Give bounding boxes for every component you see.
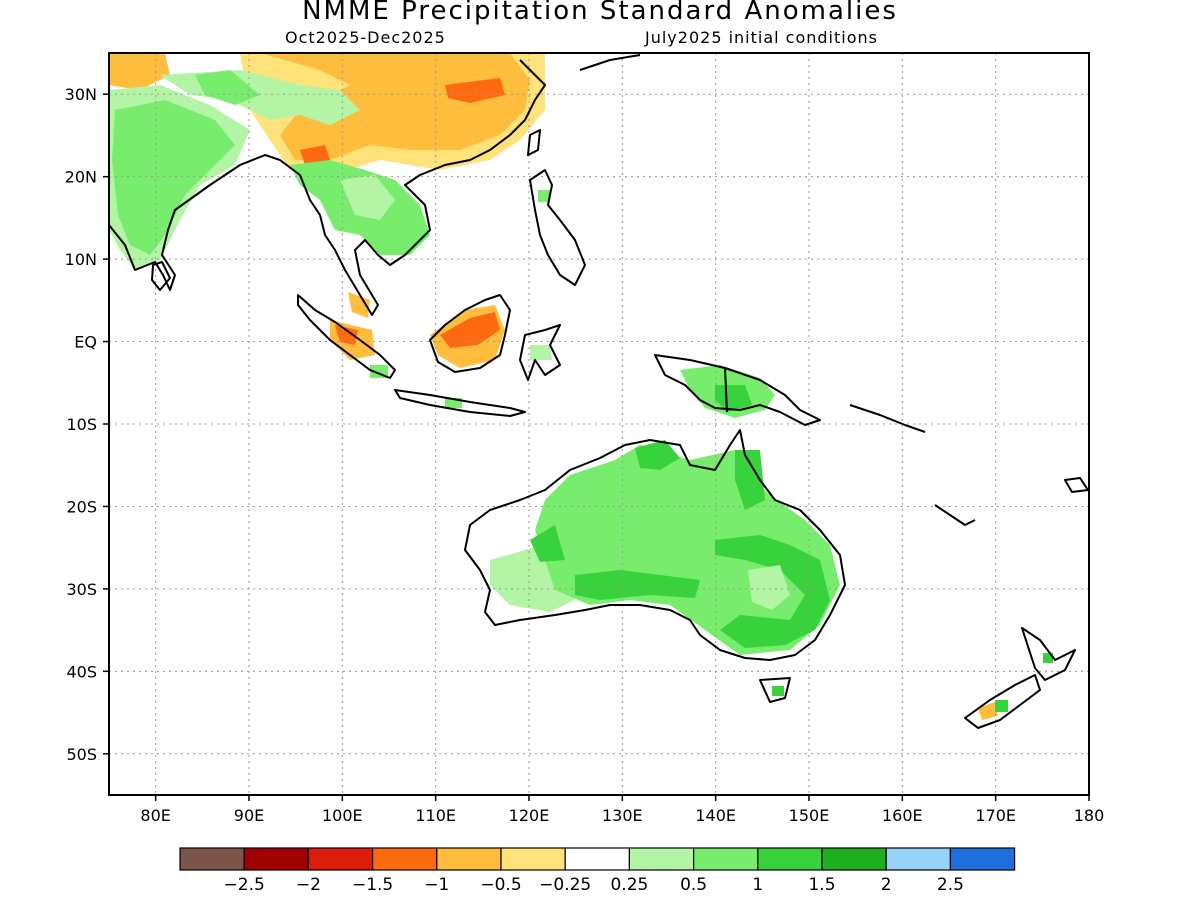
map-gridlines: [109, 53, 1089, 795]
lon-label: 100E: [322, 806, 363, 825]
lon-label: 170E: [975, 806, 1016, 825]
colorbar-swatch: [692, 847, 759, 871]
coastlines: [109, 54, 1089, 729]
colorbar-label: 2.5: [937, 875, 964, 895]
australia-wet-light-e: [748, 565, 790, 610]
japan-coast: [579, 54, 641, 71]
new-guinea-wet-core: [715, 385, 752, 412]
lat-label: 30N: [65, 85, 97, 104]
map-title: NMME Precipitation Standard Anomalies: [302, 0, 898, 26]
colorbar-swatch: [628, 847, 695, 871]
colorbar-labels: −2.5 −2 −1.5 −1 −0.5 −0.25 0.25 0.5 1 1.5 2 2.5: [224, 875, 964, 895]
sumatra-strong-dry: [335, 325, 358, 345]
asia-mainland-coast: [109, 59, 546, 316]
colorbar-swatch: [372, 847, 438, 871]
colorbar-label: −1: [424, 875, 449, 895]
china-strong-dry: [445, 78, 505, 103]
tasmania-wet: [772, 686, 784, 696]
lon-label: 120E: [509, 806, 550, 825]
colorbar-label: 2: [881, 875, 892, 895]
longitude-labels: 80E 90E 100E 110E 120E 130E 140E 150E 160E 170E 18…: [140, 795, 1104, 825]
colorbar-swatch: [243, 847, 309, 871]
lon-label: 130E: [602, 806, 643, 825]
anomaly-shading: [109, 53, 1053, 720]
lat-label: 40S: [66, 662, 97, 681]
colorbar-swatch: [757, 847, 823, 871]
new-guinea-coast: [654, 354, 821, 426]
malaya-dry: [348, 292, 370, 318]
colorbar-label: 0.5: [680, 875, 707, 895]
colorbar-swatch: [307, 847, 374, 871]
colorbar-label: −1.5: [352, 875, 393, 895]
lat-label: 20N: [65, 168, 97, 187]
nz-north-coast: [1021, 627, 1076, 681]
nz-south-dry: [978, 702, 998, 720]
nz-south-wet: [995, 700, 1008, 712]
lon-label: 80E: [140, 806, 170, 825]
lat-label: 50S: [66, 745, 97, 764]
philippines-wet: [538, 190, 550, 202]
latitude-labels: 30N 20N 10N EQ 10S 20S 30S 40S 50S: [65, 85, 109, 764]
australia-wet-core-n: [635, 440, 680, 470]
lon-label: 150E: [789, 806, 830, 825]
colorbar-swatch: [500, 847, 566, 871]
china-strong-dry-2: [300, 145, 330, 165]
china-dry-anomaly-core: [260, 53, 530, 160]
colorbar-swatch: [564, 847, 631, 871]
indochina-wet-light: [340, 175, 395, 220]
vanuatu-islands: [934, 504, 976, 526]
tasmania-coast: [759, 677, 791, 703]
sri-lanka-coast: [151, 261, 171, 291]
map-frame: [108, 52, 1090, 796]
borneo-strong-dry: [440, 312, 500, 348]
philippines-coast: [529, 169, 586, 286]
colorbar-label: −0.25: [539, 875, 591, 895]
australia-wet-core-east: [715, 535, 830, 648]
colorbar-label: −2.5: [224, 875, 265, 895]
lat-label: 30S: [66, 580, 97, 599]
australia-wet-core-central: [575, 570, 700, 600]
colorbar-swatch: [821, 847, 887, 871]
java-coast: [394, 389, 526, 417]
taiwan-coast: [527, 129, 541, 156]
tibet-wet: [195, 70, 260, 105]
colorbar-label: −2: [296, 875, 321, 895]
sumatra-coast: [297, 294, 396, 379]
colorbar: [179, 847, 1016, 871]
lat-label: 20S: [66, 497, 97, 516]
initial-conditions: July2025 initial conditions: [645, 28, 878, 47]
lat-label: 10N: [65, 250, 97, 269]
forecast-period: Oct2025-Dec2025: [285, 28, 446, 47]
colorbar-swatch: [949, 847, 1016, 871]
colorbar-label: 1: [752, 875, 763, 895]
australia-coast: [464, 429, 846, 661]
fiji-islands: [1064, 477, 1089, 493]
colorbar-swatch: [436, 847, 502, 871]
lon-label: 180: [1074, 806, 1105, 825]
colorbar-swatch: [885, 847, 952, 871]
australia-wet-core-ne: [735, 450, 765, 510]
colorbar-label: 0.25: [610, 875, 648, 895]
colorbar-label: −0.5: [480, 875, 521, 895]
lon-label: 140E: [695, 806, 736, 825]
colorbar-swatch: [179, 847, 245, 871]
lon-label: 110E: [415, 806, 456, 825]
lat-label: 10S: [66, 415, 97, 434]
borneo-coast: [429, 294, 511, 373]
nz-south-coast: [964, 674, 1041, 729]
india-wet-core: [112, 100, 235, 255]
lon-label: 90E: [234, 806, 264, 825]
png-border: [724, 367, 728, 413]
colorbar-label: 1.5: [808, 875, 835, 895]
lat-label: EQ: [74, 333, 97, 352]
nw-dry: [109, 53, 170, 90]
australia-wet-sw-core: [530, 525, 565, 562]
solomon-islands: [849, 404, 926, 433]
sulawesi-coast: [519, 324, 561, 381]
sulawesi-wet: [530, 345, 552, 360]
lon-label: 160E: [882, 806, 923, 825]
